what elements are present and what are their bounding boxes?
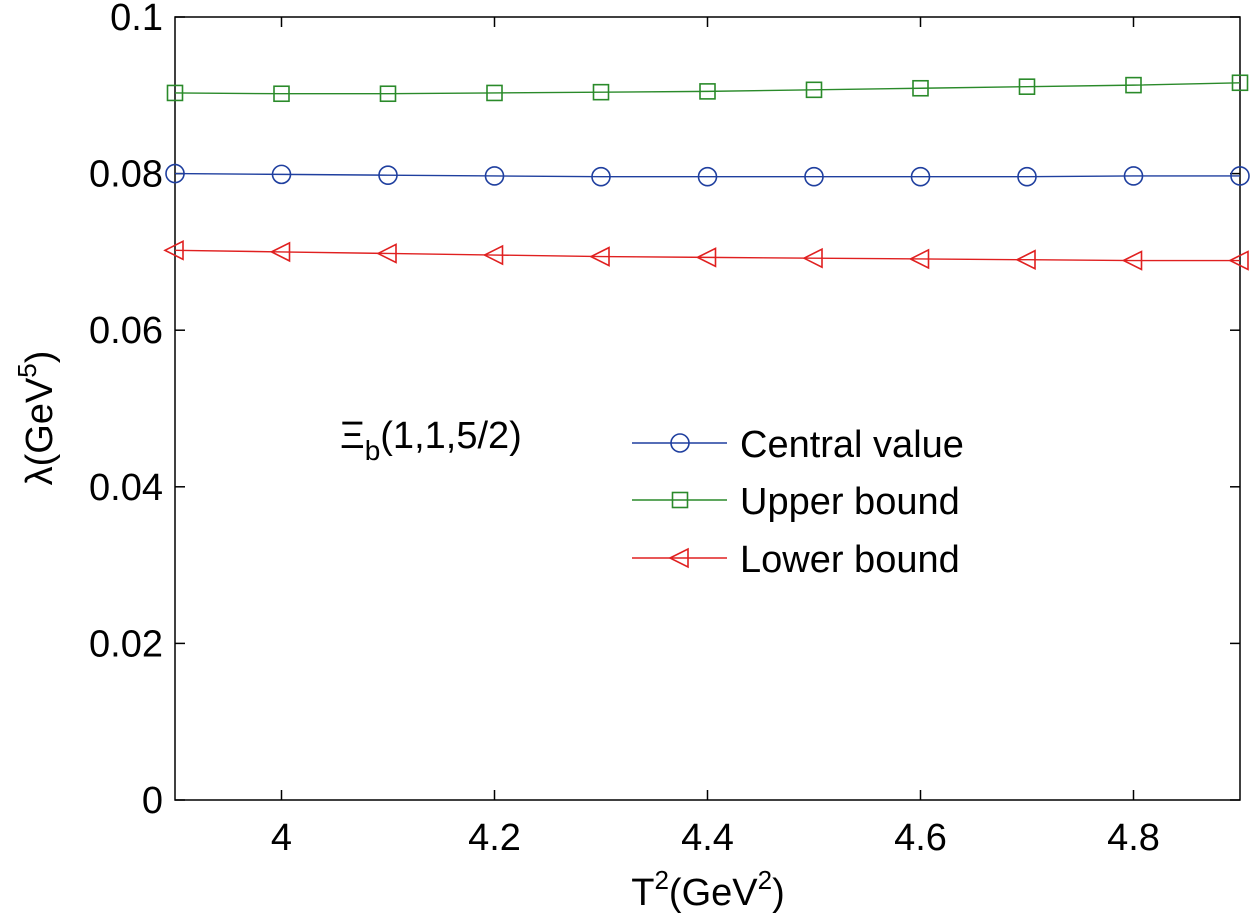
legend-marker bbox=[671, 491, 689, 509]
data-point bbox=[1015, 249, 1036, 271]
data-point bbox=[1228, 250, 1249, 271]
data-point bbox=[592, 83, 610, 101]
data-point bbox=[910, 166, 931, 187]
data-point bbox=[802, 247, 823, 269]
plot-frame bbox=[174, 16, 1241, 801]
data-point bbox=[163, 240, 184, 261]
legend-marker bbox=[668, 547, 689, 569]
data-point bbox=[1125, 76, 1142, 94]
data-point bbox=[591, 166, 611, 187]
y-tick-label: 0.1 bbox=[110, 0, 163, 39]
y-axis-label: λ(GeV5) bbox=[12, 351, 61, 486]
data-point bbox=[376, 243, 397, 264]
x-axis-label: T2(GeV2) bbox=[631, 865, 785, 914]
y-axis: 0 0.02 0.04 0.06 0.08 0.1 bbox=[89, 0, 1240, 822]
series-central-value bbox=[165, 163, 1250, 187]
data-point bbox=[482, 244, 504, 266]
data-point bbox=[589, 246, 610, 267]
data-point bbox=[484, 166, 505, 186]
data-point bbox=[379, 85, 397, 103]
data-point bbox=[697, 166, 718, 187]
series-line bbox=[174, 172, 1240, 178]
data-point bbox=[699, 83, 716, 100]
data-point bbox=[1230, 166, 1250, 186]
data-point bbox=[804, 166, 824, 187]
data-point bbox=[908, 248, 930, 270]
y-tick-label: 0.06 bbox=[89, 310, 163, 352]
legend-label: Lower bound bbox=[740, 539, 960, 581]
data-point bbox=[912, 79, 929, 97]
legend-label: Central value bbox=[740, 424, 964, 466]
data-point bbox=[1123, 166, 1144, 186]
data-point bbox=[1017, 166, 1037, 187]
y-tick-label: 0.08 bbox=[89, 154, 163, 196]
series-lower-bound bbox=[163, 240, 1249, 271]
x-tick-label: 4.6 bbox=[894, 817, 947, 859]
legend: Central value Upper bound Lower bound bbox=[632, 424, 964, 581]
x-tick-label: 4.8 bbox=[1107, 817, 1160, 859]
data-point bbox=[165, 163, 185, 184]
legend-item: Upper bound bbox=[632, 481, 960, 523]
legend-marker bbox=[670, 433, 690, 453]
data-point bbox=[1231, 74, 1249, 92]
x-tick-label: 4.2 bbox=[468, 817, 521, 859]
x-tick-label: 4 bbox=[271, 817, 292, 859]
series-upper-bound bbox=[166, 74, 1249, 103]
x-axis: 4 4.2 4.4 4.6 4.8 bbox=[271, 17, 1160, 859]
data-point bbox=[486, 84, 503, 102]
legend-item: Central value bbox=[632, 424, 964, 466]
y-tick-label: 0 bbox=[142, 780, 163, 822]
legend-label: Upper bound bbox=[740, 481, 960, 523]
data-point bbox=[273, 85, 290, 103]
data-point bbox=[378, 165, 398, 185]
x-tick-label: 4.4 bbox=[681, 817, 734, 859]
data-point bbox=[271, 164, 292, 185]
data-point bbox=[166, 84, 184, 102]
chart-annotation: Ξb(1,1,5/2) bbox=[340, 415, 522, 466]
data-point bbox=[1121, 250, 1143, 271]
plot-border bbox=[174, 16, 1241, 801]
series-line bbox=[174, 82, 1241, 95]
series-line bbox=[174, 249, 1240, 262]
series-layer bbox=[163, 74, 1250, 271]
data-point bbox=[1018, 78, 1036, 95]
legend-item: Lower bound bbox=[632, 539, 960, 581]
data-point bbox=[269, 241, 291, 263]
data-point bbox=[695, 247, 717, 268]
y-tick-label: 0.02 bbox=[89, 623, 163, 665]
data-point bbox=[805, 81, 823, 99]
y-tick-label: 0.04 bbox=[89, 467, 163, 509]
